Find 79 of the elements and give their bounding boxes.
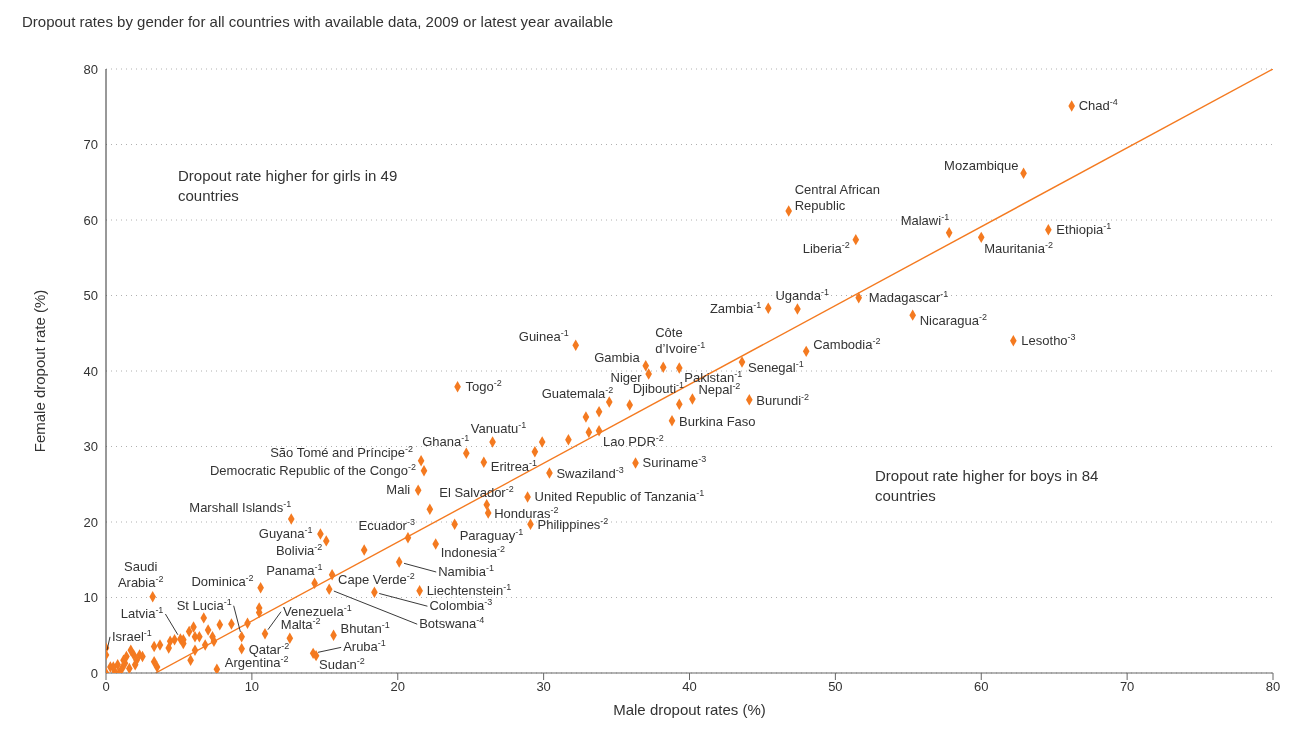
- annotation: Bolivia$^{-2}$: [275, 541, 323, 558]
- annotation: Cambodia$^{-2}$: [813, 336, 881, 353]
- annotation: Vanuatu$^{-1}$: [470, 419, 527, 436]
- annotation: Panama$^{-1}$: [266, 562, 323, 579]
- annotation: Malta$^{-2}$: [280, 616, 321, 633]
- y-tick-label: 40: [83, 363, 98, 379]
- annotation: Paraguay$^{-1}$: [459, 527, 524, 544]
- annotation: Marshall Islands$^{-1}$: [189, 498, 292, 515]
- annotation: Saudi Arabia$^{-2}$: [117, 558, 164, 590]
- annotation: Namibia$^{-1}$: [438, 563, 494, 580]
- x-tick-label: 40: [682, 679, 697, 695]
- annotation: Israel$^{-1}$: [112, 627, 152, 644]
- annotation: Democratic Republic of the Congo$^{-2}$: [209, 461, 417, 478]
- y-tick-label: 30: [83, 439, 98, 455]
- annotation: Ecuador$^{-3}$: [358, 516, 415, 533]
- annotation: Guyana$^{-1}$: [258, 525, 313, 542]
- annotation: Senegal$^{-1}$: [748, 358, 804, 375]
- annotation: Gambia: [594, 349, 641, 365]
- annotation: Venezuela$^{-1}$: [283, 602, 352, 619]
- y-tick-label: 60: [83, 212, 98, 228]
- annotation: United Republic of Tanzania$^{-1}$: [534, 488, 705, 505]
- annotation: Lao PDR$^{-2}$: [603, 432, 664, 449]
- annotation: Mauritania$^{-2}$: [984, 240, 1053, 257]
- x-tick-label: 10: [244, 679, 260, 695]
- annotation: Dropout rate higher for boys in 84 countries: [875, 466, 1100, 506]
- annotation: Côte d’Ivoire$^{-1}$: [655, 325, 706, 357]
- y-axis-title: Female dropout rate (%): [31, 289, 49, 453]
- x-axis-title: Male dropout rates (%): [613, 701, 766, 718]
- annotation: Burundi$^{-2}$: [756, 391, 810, 408]
- annotation: Malawi$^{-1}$: [900, 211, 950, 228]
- annotation: Mozambique: [944, 158, 1019, 174]
- annotation: Guinea$^{-1}$: [518, 328, 569, 345]
- x-tick-label: 80: [1265, 679, 1281, 695]
- annotation: Latvia$^{-1}$: [120, 605, 164, 622]
- chart-title: Dropout rates by gender for all countries with available data, 2009 or latest year available: [21, 12, 615, 32]
- annotation: Chad$^{-4}$: [1078, 97, 1118, 113]
- annotation: Honduras$^{-2}$: [494, 504, 559, 521]
- annotation: Togo$^{-2}$: [465, 377, 502, 394]
- annotation: Bhutan$^{-1}$: [340, 620, 390, 637]
- annotation: Liechtenstein$^{-1}$: [426, 581, 512, 598]
- annotation: Uganda$^{-1}$: [775, 287, 830, 304]
- y-tick-label: 50: [83, 288, 98, 304]
- x-tick-label: 60: [974, 679, 989, 695]
- annotation: Suriname$^{-3}$: [642, 454, 707, 471]
- annotation: São Tomé and Príncipe$^{-2}$: [270, 443, 414, 460]
- annotation: Sudan$^{-2}$: [319, 655, 365, 672]
- annotation: Central African Republic: [794, 181, 880, 213]
- annotation: Lesotho$^{-3}$: [1021, 331, 1076, 348]
- annotation: Burkina Faso: [678, 413, 756, 429]
- annotation: Nicaragua$^{-2}$: [919, 312, 987, 329]
- y-tick-label: 70: [83, 137, 98, 153]
- annotation: Guatemala$^{-2}$: [541, 384, 614, 401]
- annotation: Madagascar$^{-1}$: [868, 288, 949, 305]
- annotation: Liberia$^{-2}$: [802, 239, 850, 256]
- annotation: Zambia$^{-1}$: [709, 300, 762, 317]
- annotation: Aruba$^{-1}$: [343, 638, 386, 655]
- annotation: Mali: [386, 482, 411, 498]
- x-tick-label: 70: [1119, 679, 1135, 695]
- annotation: Niger: [610, 370, 643, 386]
- annotation: Dropout rate higher for girls in 49 countries: [178, 166, 399, 206]
- y-tick-label: 80: [83, 61, 98, 77]
- annotation: Indonesia$^{-2}$: [440, 543, 506, 560]
- x-tick-label: 30: [536, 679, 551, 695]
- annotation: Qatar$^{-2}$: [248, 640, 290, 657]
- x-tick-label: 50: [828, 679, 843, 695]
- annotation: Dominica$^{-2}$: [191, 572, 254, 589]
- annotation: Ghana$^{-1}$: [422, 433, 470, 450]
- y-tick-label: 0: [90, 665, 98, 681]
- annotation: Colombia$^{-3}$: [429, 597, 493, 614]
- annotation: Botswana$^{-4}$: [419, 615, 485, 632]
- annotation: St Lucia$^{-1}$: [176, 596, 232, 613]
- y-tick-label: 20: [83, 514, 98, 530]
- x-tick-label: 20: [390, 679, 405, 695]
- annotation: Cape Verde$^{-2}$: [338, 570, 415, 587]
- annotation: Ethiopia$^{-1}$: [1056, 220, 1112, 237]
- annotation: Eritrea$^{-1}$: [490, 458, 538, 475]
- y-tick-label: 10: [83, 590, 98, 606]
- x-tick-label: 0: [102, 679, 110, 695]
- annotation: Swaziland$^{-3}$: [556, 464, 624, 481]
